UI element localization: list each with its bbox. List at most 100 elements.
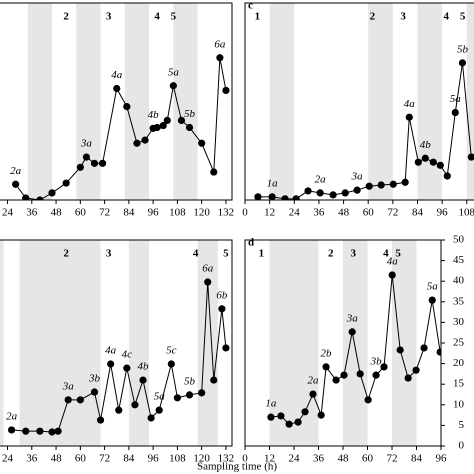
- phase-label: 1: [255, 11, 261, 23]
- plot: 2a 3a 3b 4a 4c 4b 5a 5c 5b 6a 6b 2 3 4 5: [0, 240, 230, 446]
- point-label: 2a: [10, 165, 22, 177]
- y-tick-label: 30: [453, 316, 465, 328]
- data-point: [436, 161, 444, 169]
- data-point: [216, 54, 224, 62]
- phase-label: 3: [106, 248, 112, 260]
- data-point: [421, 154, 429, 162]
- point-label: 4a: [111, 69, 123, 81]
- data-point: [301, 408, 309, 416]
- point-label: 5b: [184, 375, 196, 387]
- x-tick-label: 36: [26, 453, 38, 465]
- phase-label: 2: [63, 248, 69, 260]
- data-point: [22, 427, 30, 435]
- data-point: [451, 108, 459, 117]
- data-point: [64, 396, 72, 404]
- point-label: 3b: [88, 373, 101, 385]
- data-point: [401, 178, 409, 186]
- x-tick-label: 72: [99, 453, 110, 465]
- data-point: [380, 363, 388, 371]
- phase-label: 2: [370, 11, 376, 23]
- data-point: [341, 189, 349, 197]
- shaded-band: [0, 240, 4, 446]
- data-point: [22, 194, 30, 200]
- data-point: [281, 195, 289, 200]
- point-label: 4a: [105, 345, 117, 357]
- x-tick-label: 96: [436, 453, 448, 465]
- data-point: [153, 123, 161, 132]
- point-label: 4c: [122, 349, 133, 361]
- x-tick-label: 60: [363, 207, 375, 219]
- data-point: [304, 187, 312, 195]
- data-point: [428, 296, 436, 304]
- data-point: [185, 391, 194, 399]
- data-point: [388, 271, 396, 279]
- point-label: 5a: [168, 66, 180, 78]
- data-point: [329, 191, 337, 199]
- x-axis-title: Sampling time (h): [197, 461, 277, 473]
- panel-letter: d: [248, 237, 254, 249]
- plot: 1a 2a 2b 3a 3b 4a 5a 1 2 3 4 5: [259, 240, 441, 446]
- x-tick-label: 24: [2, 207, 14, 219]
- data-point: [163, 116, 171, 125]
- data-point: [54, 427, 62, 435]
- y-tick-label: 40: [453, 275, 465, 287]
- data-point: [267, 413, 275, 421]
- data-point: [173, 394, 181, 402]
- phase-label: 5: [171, 11, 177, 23]
- point-label: 1a: [267, 177, 279, 189]
- point-label: 5a: [450, 93, 462, 105]
- x-tick-label: 24: [2, 453, 14, 465]
- x-tick-label: 60: [75, 207, 87, 219]
- plot-frame: [0, 2, 233, 201]
- data-point: [356, 370, 364, 378]
- phase-label: 4: [444, 11, 450, 23]
- data-point: [141, 136, 149, 144]
- phase-label: 5: [223, 248, 229, 260]
- data-point: [277, 412, 285, 420]
- data-point: [222, 86, 230, 95]
- data-point: [139, 376, 147, 384]
- data-point: [429, 158, 437, 166]
- shaded-band: [466, 3, 474, 200]
- phase-label: 5: [460, 11, 466, 23]
- data-point: [36, 196, 44, 200]
- y-tick-label: 35: [453, 295, 465, 307]
- data-point: [292, 195, 300, 200]
- x-tick-label: 108: [459, 207, 474, 219]
- point-label: 2a: [315, 173, 327, 185]
- data-point: [309, 390, 317, 398]
- x-tick-label: 108: [169, 207, 186, 219]
- shaded-band: [392, 240, 417, 446]
- x-tick-label: 24: [289, 453, 301, 465]
- data-point: [159, 121, 167, 130]
- x-tick-label: 72: [387, 453, 398, 465]
- plot: 2a 3a 4a 4b 5a 5b 6a 2 3 4 5: [10, 3, 230, 200]
- data-point: [198, 139, 206, 147]
- data-point: [48, 428, 56, 436]
- shaded-band: [269, 240, 319, 446]
- panel: 2a 3a 4a 4b 5a 5b 6a 2 3 4 5 24 36 48 60 72 84 96 108 120 13…: [0, 2, 234, 219]
- x-tick-label: 120: [193, 207, 210, 219]
- point-label: 4b: [138, 361, 150, 373]
- phase-label: 2: [63, 11, 69, 23]
- y-tick-label: 25: [453, 337, 465, 349]
- data-point: [169, 82, 177, 90]
- shaded-band: [27, 3, 53, 200]
- data-point: [443, 172, 451, 180]
- point-label: 4b: [420, 139, 432, 151]
- x-tick-label: 96: [437, 207, 449, 219]
- data-point: [317, 411, 325, 419]
- data-point: [436, 348, 441, 356]
- data-point: [316, 189, 324, 197]
- x-tick-label: 24: [289, 207, 301, 219]
- data-point: [353, 186, 361, 194]
- data-point: [414, 158, 422, 166]
- data-point: [48, 189, 56, 197]
- data-point: [204, 278, 212, 286]
- data-point: [268, 193, 276, 200]
- shaded-band: [368, 3, 393, 200]
- data-point: [294, 418, 302, 426]
- data-point: [131, 401, 139, 409]
